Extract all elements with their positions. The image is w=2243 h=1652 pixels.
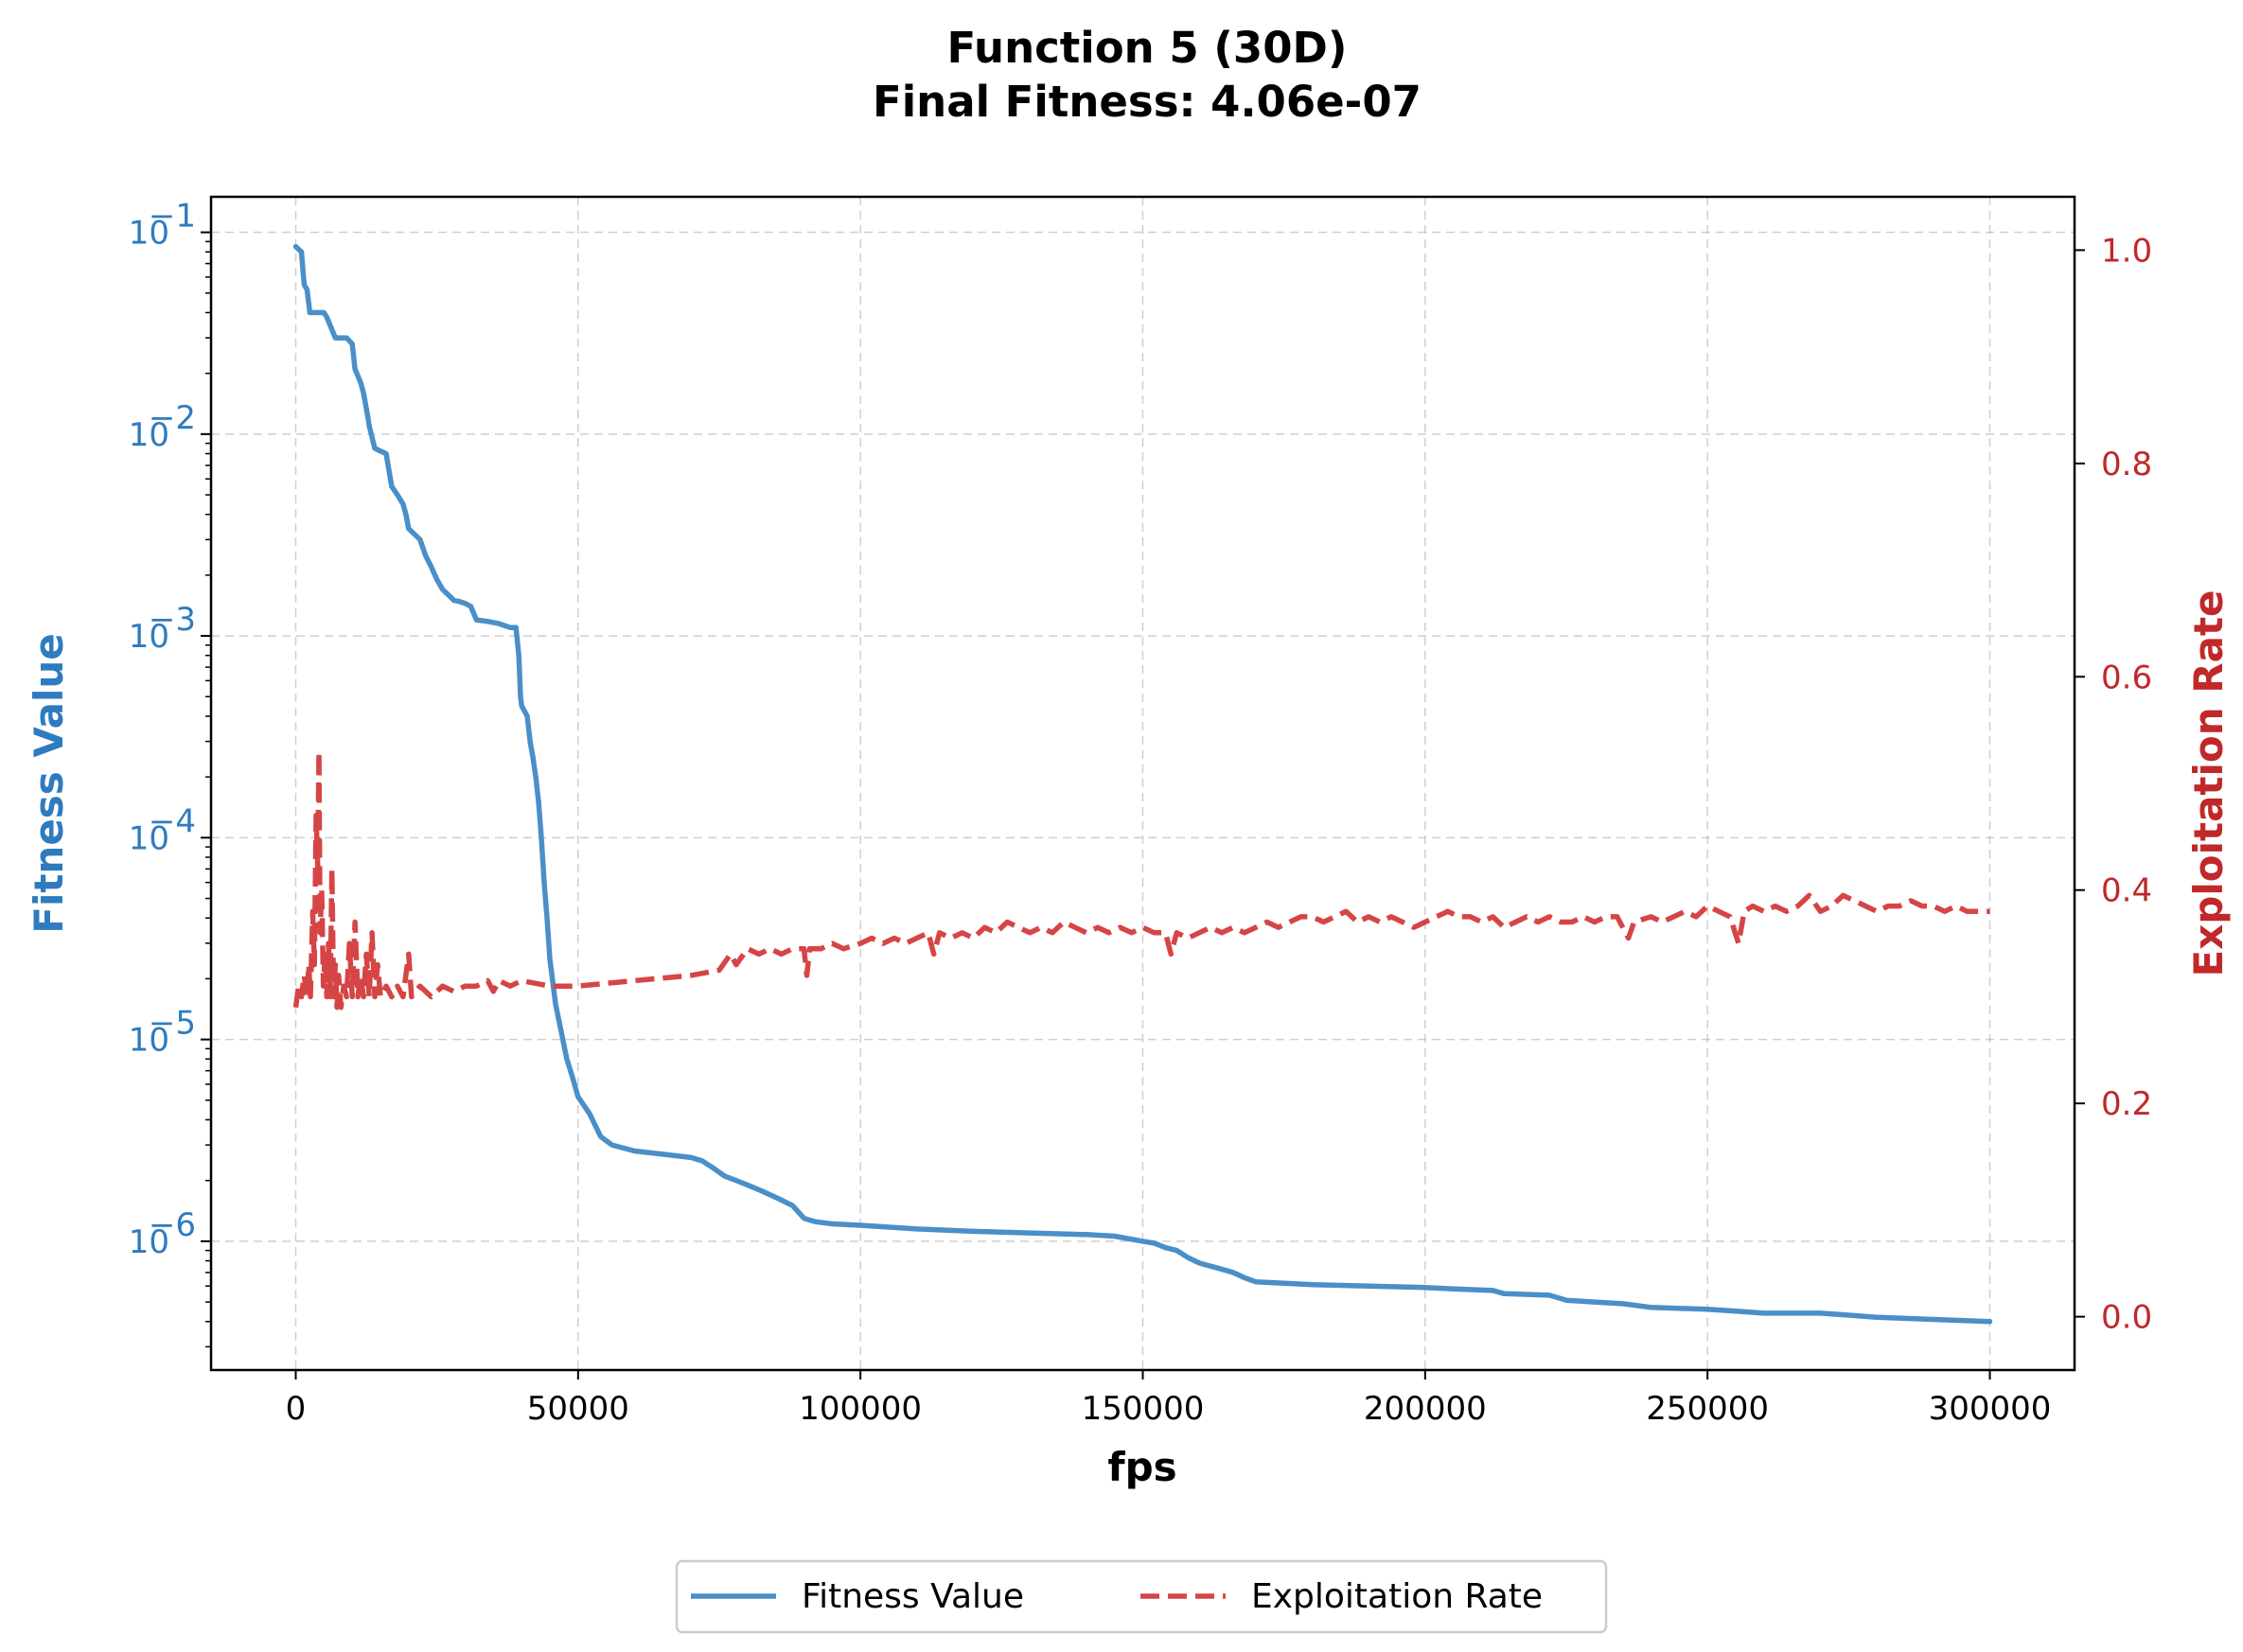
y-left-tick-label: 10	[129, 416, 169, 454]
y-right-tick-label: 0.2	[2101, 1085, 2152, 1123]
x-tick-label: 150000	[1082, 1390, 1205, 1428]
y-left-tick-exponent: −4	[149, 802, 196, 840]
x-axis-label: fps	[1107, 1444, 1176, 1490]
y-left-tick-label: 10	[129, 215, 169, 253]
x-tick-label: 100000	[799, 1390, 922, 1428]
plot-area	[292, 243, 1993, 1325]
series-line-exploitation-rate	[292, 748, 1990, 1011]
x-tick-label: 200000	[1364, 1390, 1487, 1428]
chart-subtitle: Final Fitness: 4.06e-07	[873, 77, 1422, 127]
y-right-tick-label: 1.0	[2101, 232, 2152, 270]
x-tick-label: 50000	[527, 1390, 629, 1428]
y-axis-left-label: Fitness Value	[26, 633, 72, 934]
y-right-tick-label: 0.0	[2101, 1299, 2152, 1337]
y-left-tick-exponent: −3	[149, 601, 196, 639]
y-right-tick-label: 0.8	[2101, 446, 2152, 483]
y-axis-right-label: Exploitation Rate	[2185, 589, 2232, 976]
x-tick-label: 0	[286, 1390, 307, 1428]
legend-label-fitness-value: Fitness Value	[802, 1577, 1024, 1616]
y-right-tick-label: 0.6	[2101, 659, 2152, 696]
y-left-tick-label: 10	[129, 1223, 169, 1261]
x-tick-label: 300000	[1929, 1390, 2052, 1428]
legend: Fitness Value Exploitation Rate	[675, 1559, 1608, 1634]
y-left-tick-label: 10	[129, 1022, 169, 1060]
legend-label-exploitation-rate: Exploitation Rate	[1251, 1577, 1543, 1616]
y-axis-left: 10−610−510−410−310−210−1	[129, 198, 211, 1348]
y-axis-right: 0.0 0.2 0.4 0.6 0.8 1.0	[2075, 232, 2152, 1337]
y-left-tick-label: 10	[129, 819, 169, 857]
chart-title: Function 5 (30D)	[947, 23, 1348, 73]
y-left-tick-label: 10	[129, 618, 169, 656]
x-tick-label: 250000	[1646, 1390, 1769, 1428]
y-right-tick-label: 0.4	[2101, 872, 2152, 910]
y-left-tick-exponent: −1	[149, 198, 196, 236]
series-line-fitness-value	[292, 243, 1993, 1325]
grid-lines	[211, 197, 2075, 1370]
y-left-tick-exponent: −6	[149, 1206, 196, 1244]
x-axis: 0 50000 100000 150000 200000 250000 300000	[286, 1370, 2052, 1428]
y-left-tick-exponent: −5	[149, 1005, 196, 1043]
y-left-tick-exponent: −2	[149, 399, 196, 437]
